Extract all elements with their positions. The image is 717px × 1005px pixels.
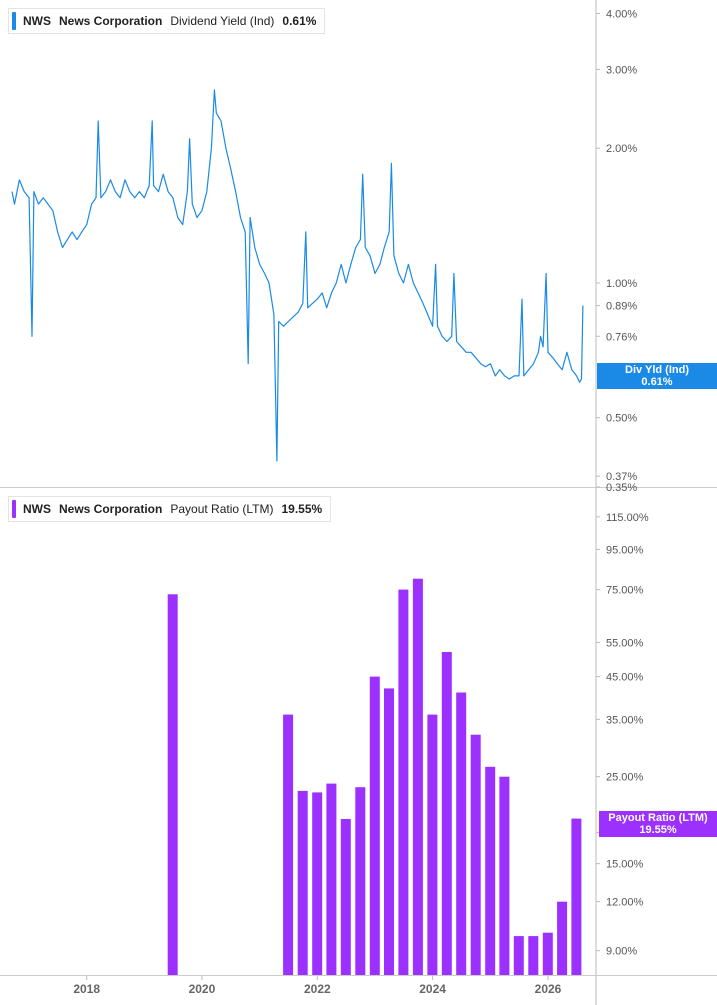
payout-ratio-bar [384, 688, 394, 975]
badge-value: 0.61% [641, 376, 673, 388]
x-axis: 2018 2020 2022 2024 2026 [73, 976, 562, 996]
payout-y-tick-label: 45.00% [606, 672, 644, 684]
legend-metric: Payout Ratio (LTM) [170, 502, 274, 516]
payout-ratio-bar [340, 819, 351, 975]
yield-y-tick-label: 0.76% [606, 331, 637, 343]
legend-ticker: NWS [23, 502, 51, 516]
payout-ratio-bar [470, 734, 481, 975]
yield-y-tick-label: 0.35% [606, 482, 637, 494]
dividend-yield-last-value-badge: Div Yld (Ind) 0.61% [597, 363, 717, 389]
legend-value: 0.61% [282, 14, 317, 28]
payout-ratio-last-value-badge: Payout Ratio (LTM) 19.55% [599, 811, 717, 837]
legend-company: News Corporation [59, 502, 163, 516]
payout-ratio-panel: 115.00% 95.00% 75.00% 55.00% 45.00% 35.00% 25.… [167, 512, 649, 975]
legend-ticker: NWS [23, 14, 51, 28]
x-tick-label: 2020 [189, 982, 216, 996]
payout-ratio-bar [412, 578, 423, 975]
legend-color-swatch [12, 500, 16, 518]
payout-ratio-bar [355, 787, 366, 975]
payout-ratio-bar [398, 589, 409, 975]
yield-y-tick-label: 1.00% [606, 278, 637, 290]
payout-y-tick-label: 12.00% [606, 897, 644, 909]
legend-value: 19.55% [281, 502, 323, 516]
yield-y-tick-label: 2.00% [606, 143, 637, 155]
payout-ratio-legend[interactable]: NWS News Corporation Payout Ratio (LTM) … [8, 496, 332, 522]
payout-y-tick-label: 115.00% [606, 512, 649, 524]
badge-label: Payout Ratio (LTM) [608, 812, 708, 824]
payout-ratio-bar [499, 776, 510, 975]
dividend-yield-legend[interactable]: NWS News Corporation Dividend Yield (Ind… [8, 8, 326, 34]
payout-ratio-bar [528, 936, 539, 975]
payout-y-tick-label: 35.00% [606, 714, 644, 726]
x-tick-label: 2024 [419, 982, 446, 996]
payout-y-tick-label: 95.00% [606, 544, 644, 556]
payout-ratio-bar [297, 790, 308, 975]
legend-color-swatch [12, 12, 16, 30]
payout-ratio-bar [441, 652, 452, 975]
payout-ratio-bar [283, 714, 294, 975]
payout-y-tick-label: 9.00% [606, 946, 637, 958]
payout-ratio-bar [542, 932, 553, 975]
dividend-yield-panel: 4.00% 3.00% 2.00% 1.00% 0.89% 0.76% 0.50% 0.37%… [11, 8, 637, 494]
payout-ratio-bar [312, 792, 323, 975]
yield-y-tick-label: 0.37% [606, 471, 637, 483]
payout-y-tick-label: 15.00% [606, 859, 644, 871]
x-tick-label: 2026 [535, 982, 562, 996]
payout-ratio-bar [326, 783, 337, 975]
badge-label: Div Yld (Ind) [625, 364, 689, 376]
dividend-yield-line [11, 89, 584, 462]
legend-company: News Corporation [59, 14, 163, 28]
payout-ratio-bar [456, 692, 467, 975]
yield-y-tick-label: 0.89% [606, 301, 637, 313]
payout-y-tick-label: 75.00% [606, 585, 644, 597]
legend-metric: Dividend Yield (Ind) [170, 14, 275, 28]
payout-ratio-bar [571, 818, 582, 975]
payout-ratio-bar [513, 936, 524, 975]
yield-y-tick-label: 0.50% [606, 413, 637, 425]
yield-y-tick-label: 3.00% [606, 64, 637, 76]
yield-y-tick-label: 4.00% [606, 8, 637, 20]
payout-ratio-bar [167, 594, 178, 975]
payout-y-tick-label: 55.00% [606, 637, 644, 649]
x-tick-label: 2022 [304, 982, 331, 996]
payout-ratio-bar [557, 901, 568, 975]
payout-ratio-bar [369, 676, 380, 975]
payout-y-tick-label: 25.00% [606, 772, 644, 784]
badge-value: 19.55% [639, 824, 677, 836]
payout-ratio-bar [427, 714, 438, 975]
x-tick-label: 2018 [73, 982, 100, 996]
payout-ratio-bar [485, 766, 496, 975]
